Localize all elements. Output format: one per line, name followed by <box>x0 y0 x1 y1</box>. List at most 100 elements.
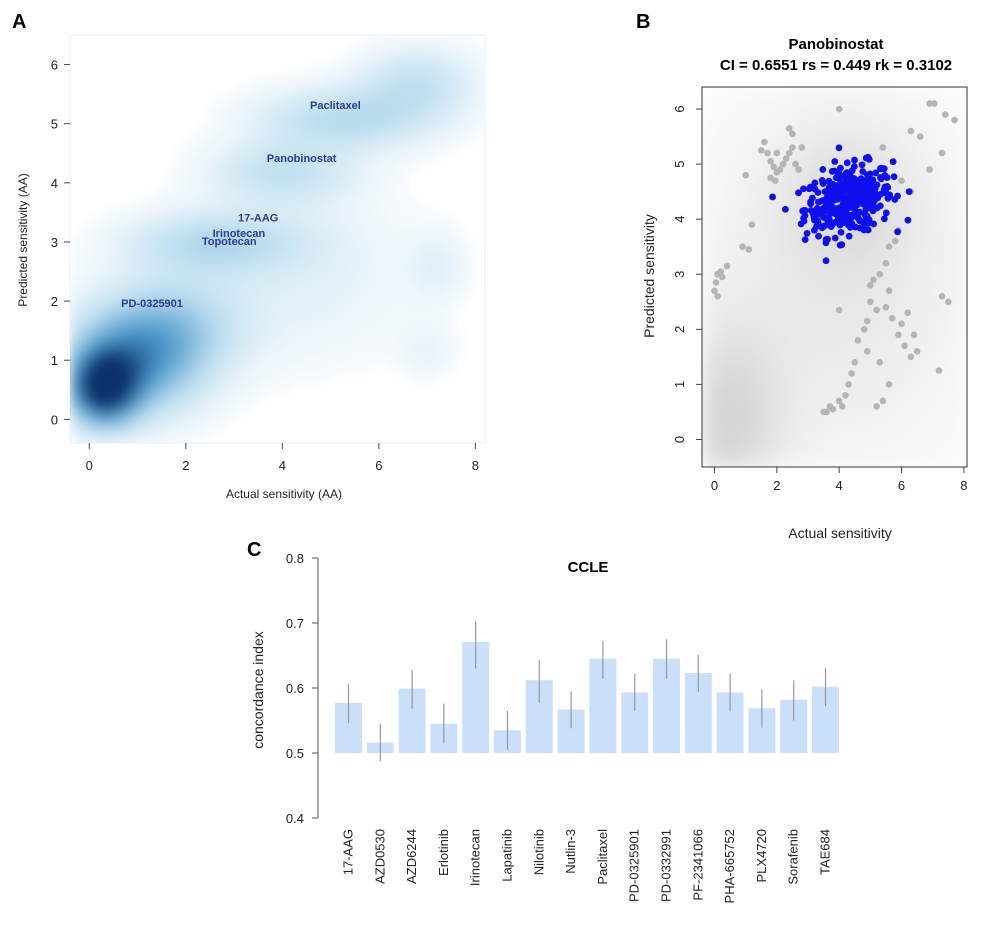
scatter-point-other <box>863 317 871 325</box>
density-cell <box>311 224 322 236</box>
density-cell <box>369 134 380 146</box>
density-cell <box>912 362 922 373</box>
density-cell <box>282 273 293 285</box>
density-cell <box>733 457 742 467</box>
density-cell <box>803 353 813 364</box>
density-cell <box>717 362 727 373</box>
density-cell <box>263 363 274 375</box>
density-cell <box>764 372 774 383</box>
density-cell <box>475 94 485 106</box>
density-cell <box>291 74 303 86</box>
density-cell <box>803 343 813 354</box>
density-cell <box>912 153 922 164</box>
density-cell <box>725 144 735 155</box>
density-cell <box>896 220 906 231</box>
density-cell <box>811 343 820 354</box>
density-cell <box>224 403 236 415</box>
density-cell <box>725 239 735 250</box>
density-cell <box>446 234 458 245</box>
density-cell <box>912 286 922 297</box>
density-cell <box>787 239 797 250</box>
density-cell <box>253 333 265 345</box>
density-cell <box>702 334 711 345</box>
density-cell <box>234 293 245 305</box>
density-cell <box>904 410 914 421</box>
scatter-point-other <box>776 166 784 173</box>
scatter-point-other <box>789 130 796 138</box>
panel-b-plot-frame <box>701 86 968 468</box>
density-cell <box>959 248 967 259</box>
density-cell <box>959 457 967 467</box>
density-cell <box>779 239 789 250</box>
density-cell <box>359 124 371 136</box>
density-cell <box>709 372 719 383</box>
density-cell <box>349 154 361 166</box>
density-cell <box>920 210 930 221</box>
density-cell <box>702 448 711 459</box>
density-cell <box>330 224 342 236</box>
density-cell <box>205 413 216 425</box>
density-cell <box>224 204 236 216</box>
density-cell <box>920 334 930 345</box>
density-cell <box>224 373 236 385</box>
density-cell <box>79 333 91 345</box>
density-cell <box>330 273 342 285</box>
density-cell <box>243 263 255 275</box>
density-cell <box>98 423 110 435</box>
y-tick-label: 0.8 <box>286 551 304 566</box>
density-cell <box>842 372 852 383</box>
density-cell <box>224 114 236 126</box>
density-cell <box>118 243 129 255</box>
density-cell <box>912 172 922 183</box>
density-cell <box>935 334 945 345</box>
density-cell <box>98 273 110 285</box>
density-cell <box>320 184 332 196</box>
density-cell <box>764 258 774 269</box>
density-cell <box>733 210 742 221</box>
density-cell <box>857 315 867 326</box>
density-cell <box>349 94 361 106</box>
density-cell <box>272 164 284 176</box>
density-cell <box>475 104 485 116</box>
density-cell <box>185 243 197 255</box>
density-cell <box>243 204 255 216</box>
density-cell <box>166 194 178 206</box>
density-cell <box>904 248 914 259</box>
density-cell <box>127 283 139 295</box>
density-cell <box>127 313 139 325</box>
density-cell <box>166 204 178 216</box>
density-cell <box>311 343 322 355</box>
density-cell <box>301 243 313 255</box>
density-cell <box>427 204 438 216</box>
scatter-point-other <box>767 174 774 182</box>
density-cell <box>764 324 774 335</box>
density-cell <box>834 429 844 440</box>
density-cell <box>98 313 110 325</box>
density-cell <box>709 419 719 430</box>
density-cell <box>185 263 197 275</box>
density-cell <box>748 106 758 117</box>
density-cell <box>733 296 742 307</box>
density-cell <box>811 353 820 364</box>
density-cell <box>349 323 361 335</box>
density-cell <box>904 324 914 335</box>
density-cell <box>702 324 711 335</box>
density-cell <box>253 74 265 86</box>
density-cell <box>263 273 274 285</box>
density-cell <box>108 333 120 345</box>
density-cell <box>436 74 448 86</box>
density-cell <box>243 363 255 375</box>
density-cell <box>951 362 961 373</box>
density-cell <box>920 457 930 467</box>
density-cell <box>272 323 284 335</box>
density-cell <box>79 423 91 435</box>
y-tick-label: 6 <box>51 58 58 73</box>
scatter-point-drug <box>865 219 872 227</box>
scatter-point-other <box>944 298 952 306</box>
density-cell <box>320 74 332 86</box>
density-cell <box>803 457 813 467</box>
density-cell <box>764 457 774 467</box>
annotation-label: 17-AAG <box>238 212 278 224</box>
density-cell <box>282 323 293 335</box>
density-cell <box>253 283 265 295</box>
